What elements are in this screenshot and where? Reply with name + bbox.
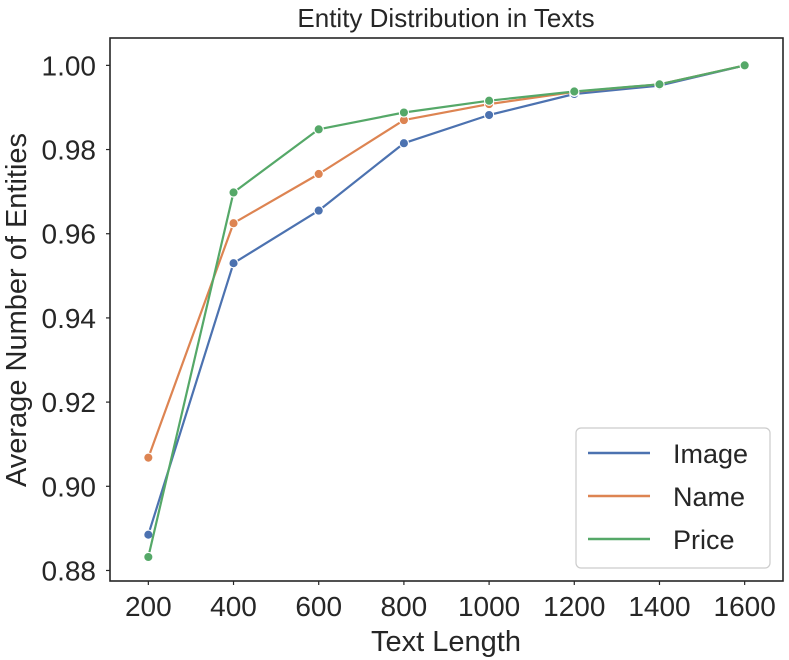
- data-point-price: [228, 187, 239, 198]
- x-axis-ticks: 200 400 600 800 1000 1200 1400 1600: [125, 581, 776, 622]
- x-tick-label: 200: [125, 591, 172, 622]
- plot-area-frame: [109, 37, 784, 582]
- chart-title: Entity Distribution in Texts: [297, 3, 594, 33]
- x-tick-label: 1400: [628, 591, 690, 622]
- x-axis-label: Text Length: [371, 626, 521, 658]
- y-axis-ticks: 0.88 0.90 0.92 0.94 0.96 0.98 1.00: [42, 50, 110, 586]
- data-point-price: [313, 124, 324, 135]
- y-tick-label: 1.00: [42, 50, 97, 81]
- data-point-image: [398, 138, 410, 149]
- data-point-price: [398, 107, 410, 118]
- legend: Image Name Price: [575, 427, 771, 569]
- y-tick-label: 0.90: [42, 471, 97, 502]
- x-tick-label: 800: [381, 591, 428, 622]
- data-point-name: [313, 168, 324, 180]
- data-point-name: [143, 452, 154, 463]
- legend-label-price: Price: [673, 525, 735, 555]
- series-line-price: [147, 64, 746, 559]
- x-tick-label: 600: [295, 591, 342, 622]
- legend-label-name: Name: [673, 482, 745, 512]
- legend-label-image: Image: [673, 439, 748, 469]
- data-point-price: [143, 551, 154, 563]
- y-tick-label: 0.98: [42, 135, 97, 166]
- series-line-image: [147, 64, 746, 536]
- y-tick-label: 0.94: [42, 303, 97, 334]
- data-point-image: [228, 258, 239, 269]
- data-point-price: [483, 95, 495, 106]
- x-tick-label: 1600: [714, 591, 776, 622]
- data-point-image: [313, 205, 324, 216]
- x-tick-label: 400: [210, 591, 257, 622]
- legend-box: [575, 427, 771, 569]
- data-point-price: [569, 86, 580, 97]
- y-axis-label: Average Number of Entities: [1, 133, 33, 487]
- data-point-price: [654, 79, 665, 90]
- series-layer: [143, 60, 750, 563]
- data-point-image: [143, 529, 154, 540]
- x-tick-label: 1200: [543, 591, 605, 622]
- y-tick-label: 0.92: [42, 387, 97, 418]
- y-tick-label: 0.88: [42, 555, 97, 586]
- y-tick-label: 0.96: [42, 219, 97, 250]
- data-point-image: [483, 109, 495, 121]
- data-point-name: [228, 218, 239, 229]
- x-tick-label: 1000: [458, 591, 520, 622]
- data-point-price: [739, 60, 750, 71]
